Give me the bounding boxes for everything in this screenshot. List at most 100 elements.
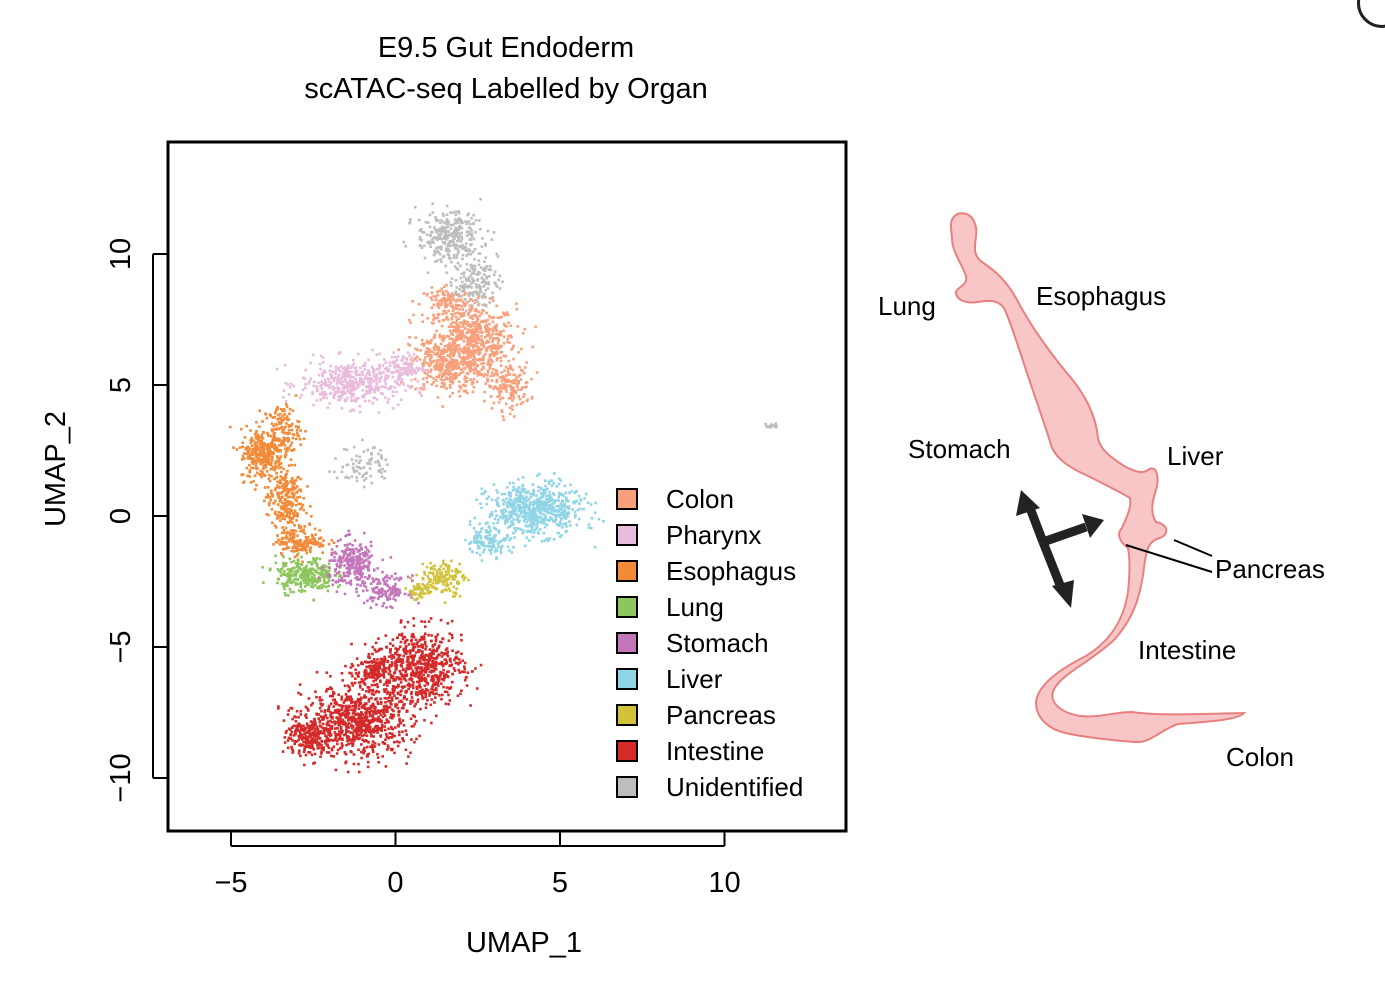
data-point bbox=[329, 715, 333, 719]
data-point bbox=[544, 488, 548, 491]
data-point bbox=[548, 496, 551, 499]
data-point bbox=[402, 355, 405, 358]
data-point bbox=[284, 564, 288, 568]
data-point bbox=[373, 568, 376, 571]
data-point bbox=[471, 358, 475, 362]
data-point bbox=[469, 307, 473, 310]
data-point bbox=[409, 717, 413, 721]
data-point bbox=[315, 385, 318, 388]
data-point bbox=[332, 379, 336, 383]
data-point bbox=[386, 748, 389, 751]
data-point bbox=[348, 688, 352, 691]
data-point bbox=[438, 299, 441, 303]
data-point bbox=[367, 700, 371, 703]
data-point bbox=[359, 729, 362, 732]
data-point bbox=[577, 517, 581, 521]
data-point bbox=[306, 707, 309, 710]
data-point bbox=[353, 737, 357, 741]
data-point bbox=[433, 577, 437, 580]
data-point bbox=[587, 526, 591, 530]
data-point bbox=[333, 727, 337, 730]
data-point bbox=[477, 341, 480, 345]
data-point bbox=[251, 439, 254, 442]
data-point bbox=[380, 719, 383, 722]
data-point bbox=[488, 548, 491, 552]
data-point bbox=[325, 738, 328, 742]
data-point bbox=[334, 768, 338, 772]
data-point bbox=[543, 500, 547, 504]
data-point bbox=[279, 511, 283, 515]
data-point bbox=[267, 449, 271, 452]
data-point bbox=[421, 385, 425, 389]
data-point bbox=[357, 594, 360, 598]
series-pancreas bbox=[404, 559, 470, 604]
data-point bbox=[313, 380, 316, 384]
data-point bbox=[259, 458, 263, 461]
data-point bbox=[533, 511, 537, 515]
data-point bbox=[489, 513, 492, 516]
data-point bbox=[474, 308, 478, 311]
data-point bbox=[340, 672, 344, 675]
data-point bbox=[410, 594, 414, 598]
data-point bbox=[459, 570, 462, 574]
data-point bbox=[345, 556, 349, 559]
data-point bbox=[364, 695, 368, 699]
data-point bbox=[515, 307, 519, 311]
data-point bbox=[482, 492, 485, 496]
data-point bbox=[547, 539, 550, 543]
data-point bbox=[459, 313, 463, 316]
data-point bbox=[442, 309, 445, 313]
data-point bbox=[306, 572, 310, 576]
data-point bbox=[515, 403, 519, 407]
data-point bbox=[517, 388, 520, 391]
data-point bbox=[465, 380, 469, 383]
data-point bbox=[412, 585, 416, 588]
data-point bbox=[354, 730, 357, 734]
data-point bbox=[468, 316, 472, 319]
data-point bbox=[388, 732, 392, 735]
data-point bbox=[397, 725, 400, 728]
data-point bbox=[426, 350, 430, 353]
data-point bbox=[344, 367, 347, 371]
data-point bbox=[368, 722, 372, 725]
data-point bbox=[461, 325, 465, 328]
data-point bbox=[383, 690, 386, 693]
data-point bbox=[395, 576, 399, 580]
data-point bbox=[451, 366, 454, 369]
data-point bbox=[445, 377, 449, 381]
data-point bbox=[280, 491, 283, 495]
data-point bbox=[463, 661, 467, 665]
data-point bbox=[276, 428, 279, 431]
data-point bbox=[473, 301, 477, 305]
data-point bbox=[436, 576, 439, 580]
data-point bbox=[343, 710, 347, 713]
data-point bbox=[525, 513, 528, 516]
data-point bbox=[442, 371, 446, 375]
data-point bbox=[413, 357, 417, 360]
data-point bbox=[361, 381, 364, 384]
data-point bbox=[360, 370, 364, 374]
data-point bbox=[390, 575, 394, 578]
data-point bbox=[292, 574, 295, 577]
data-point bbox=[372, 704, 375, 707]
data-point bbox=[362, 696, 366, 699]
data-point bbox=[486, 534, 489, 538]
data-point bbox=[344, 551, 347, 554]
data-point bbox=[485, 529, 488, 532]
data-point bbox=[285, 581, 288, 584]
data-point bbox=[387, 736, 390, 740]
data-point bbox=[345, 728, 348, 732]
data-point bbox=[470, 324, 474, 327]
data-point bbox=[523, 508, 527, 512]
data-point bbox=[506, 526, 510, 529]
data-point bbox=[445, 564, 448, 567]
data-point bbox=[529, 492, 532, 496]
data-point bbox=[313, 576, 316, 580]
data-point bbox=[532, 503, 535, 507]
data-point bbox=[428, 349, 432, 352]
data-point bbox=[348, 374, 352, 377]
data-point bbox=[369, 540, 373, 544]
data-point bbox=[542, 501, 546, 505]
data-point bbox=[569, 483, 572, 487]
data-point bbox=[344, 722, 348, 725]
